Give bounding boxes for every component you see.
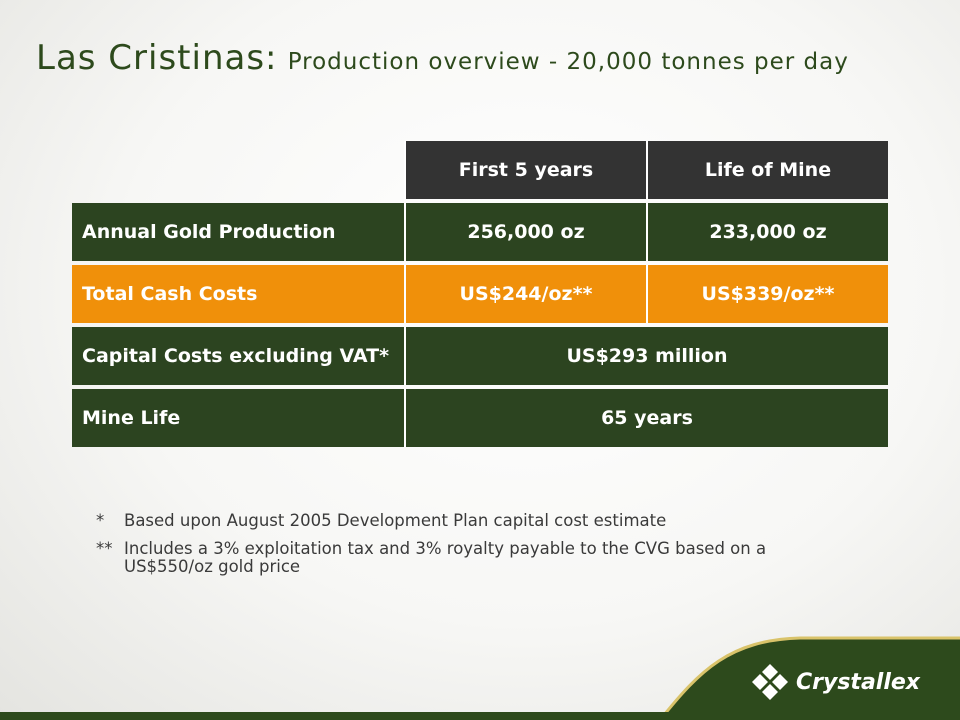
footnote-marker: *: [96, 511, 105, 530]
table-row-mine-life: Mine Life 65 years: [72, 389, 888, 447]
table-row-annual-gold-production: Annual Gold Production 256,000 oz 233,00…: [72, 203, 888, 261]
production-table: First 5 years Life of Mine Annual Gold P…: [72, 141, 888, 451]
footnote-marker: **: [96, 539, 113, 558]
crystallex-diamond-icon: [752, 664, 788, 700]
row-value-life-of-mine: US$339/oz**: [646, 265, 888, 323]
row-value-merged: 65 years: [404, 389, 888, 447]
crystallex-logo: Crystallex: [750, 662, 920, 702]
row-label: Mine Life: [72, 389, 404, 447]
table-row-total-cash-costs: Total Cash Costs US$244/oz** US$339/oz**: [72, 265, 888, 323]
table-header-row: First 5 years Life of Mine: [72, 141, 888, 199]
row-label: Total Cash Costs: [72, 265, 404, 323]
row-value-first-5-years: US$244/oz**: [404, 265, 646, 323]
footnotes: * Based upon August 2005 Development Pla…: [96, 512, 856, 586]
header-life-of-mine: Life of Mine: [646, 141, 888, 199]
row-label: Capital Costs excluding VAT*: [72, 327, 404, 385]
row-value-first-5-years: 256,000 oz: [404, 203, 646, 261]
footnote: ** Includes a 3% exploitation tax and 3%…: [96, 540, 856, 576]
header-first-5-years: First 5 years: [404, 141, 646, 199]
bottom-bar: [0, 712, 960, 720]
row-value-life-of-mine: 233,000 oz: [646, 203, 888, 261]
page-title: Las Cristinas: Production overview - 20,…: [36, 38, 849, 78]
title-subtitle: Production overview - 20,000 tonnes per …: [287, 49, 849, 75]
title-main: Las Cristinas:: [36, 38, 278, 78]
footnote-text: Based upon August 2005 Development Plan …: [124, 511, 667, 530]
footnote: * Based upon August 2005 Development Pla…: [96, 512, 856, 530]
row-value-merged: US$293 million: [404, 327, 888, 385]
footnote-text: Includes a 3% exploitation tax and 3% ro…: [124, 539, 767, 576]
logo-text: Crystallex: [796, 669, 920, 695]
table-row-capital-costs: Capital Costs excluding VAT* US$293 mill…: [72, 327, 888, 385]
corner-swoosh: [658, 636, 960, 720]
header-blank-cell: [72, 141, 404, 199]
row-label: Annual Gold Production: [72, 203, 404, 261]
